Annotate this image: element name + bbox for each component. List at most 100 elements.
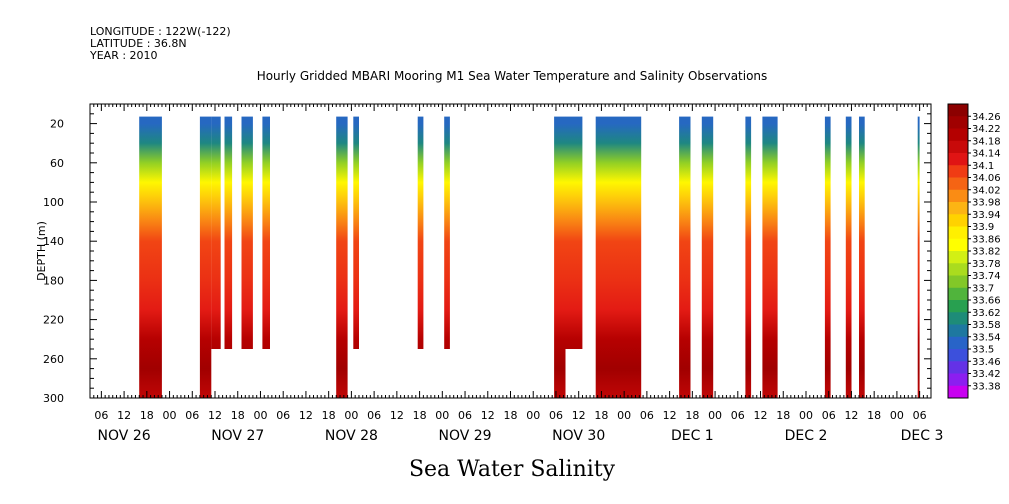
y-tick-label: 300 [43, 392, 64, 405]
x-tick-label: 00 [890, 409, 904, 422]
x-tick-label: 12 [572, 409, 586, 422]
observation-column [745, 116, 752, 398]
observation-columns [139, 116, 920, 398]
y-axis-label: DEPTH (m) [35, 221, 48, 281]
colorbar-label: 33.46 [972, 357, 1001, 368]
x-tick-label: 06 [822, 409, 836, 422]
observation-column [336, 116, 348, 398]
x-day-label: NOV 28 [325, 428, 378, 444]
colorbar-swatch [948, 336, 968, 350]
colorbar-label: 33.5 [972, 345, 994, 356]
colorbar-label: 33.86 [972, 234, 1001, 245]
observation-column [199, 116, 212, 398]
observation-column [417, 116, 424, 349]
colorbar-label: 33.42 [972, 369, 1001, 380]
colorbar-swatch [948, 361, 968, 374]
colorbar-label: 34.18 [972, 136, 1001, 147]
observation-column [845, 116, 852, 398]
x-tick-label: 00 [799, 409, 813, 422]
colorbar-label: 33.98 [972, 198, 1001, 209]
x-tick-label: 12 [663, 409, 677, 422]
colorbar-swatch [948, 177, 968, 191]
y-tick-label: 180 [43, 274, 64, 287]
x-tick-label: 06 [276, 409, 290, 422]
x-tick-label: 18 [322, 409, 336, 422]
x-tick-label: 12 [299, 409, 313, 422]
x-tick-label: 06 [731, 409, 745, 422]
x-tick-label: 00 [526, 409, 540, 422]
x-tick-label: 00 [435, 409, 449, 422]
x-tick-label: 18 [413, 409, 427, 422]
y-tick-label: 60 [50, 157, 64, 170]
x-tick-label: 18 [685, 409, 699, 422]
colorbar-label: 33.54 [972, 332, 1001, 343]
colorbar-label: 34.02 [972, 185, 1001, 196]
colorbar-swatch [948, 238, 968, 252]
x-tick-label: 00 [344, 409, 358, 422]
observation-column [824, 116, 831, 398]
x-day-label: DEC 3 [901, 428, 944, 444]
y-tick-label: 220 [43, 314, 64, 327]
colorbar-swatch [948, 202, 968, 215]
plot-frame [89, 103, 932, 399]
x-tick-label: 18 [504, 409, 518, 422]
colorbar-swatch [948, 300, 968, 313]
chart-title: Hourly Gridded MBARI Mooring M1 Sea Wate… [257, 69, 768, 83]
x-tick-label: 06 [367, 409, 381, 422]
x-tick-label: 00 [617, 409, 631, 422]
x-tick-label: 12 [844, 409, 858, 422]
latitude-label: LATITUDE : 36.8N [90, 37, 187, 50]
colorbar-label: 33.9 [972, 222, 994, 233]
x-day-label: NOV 30 [552, 428, 605, 444]
colorbar-swatch [948, 226, 968, 240]
colorbar-swatch [948, 116, 968, 129]
colorbar-label: 34.14 [972, 149, 1001, 160]
x-tick-label: 18 [140, 409, 154, 422]
x-tick-label: 12 [208, 409, 222, 422]
observation-column [211, 116, 221, 349]
colorbar-swatch [948, 214, 968, 227]
x-tick-label: 12 [390, 409, 404, 422]
colorbar-label: 33.66 [972, 296, 1001, 307]
x-tick-label: 06 [185, 409, 199, 422]
x-tick-label: 12 [481, 409, 495, 422]
colorbar-swatch [948, 140, 968, 154]
x-day-label: NOV 27 [211, 428, 264, 444]
x-tick-label: 06 [640, 409, 654, 422]
x-day-label: NOV 29 [438, 428, 491, 444]
observation-column [565, 116, 583, 349]
x-tick-label: 06 [913, 409, 927, 422]
colorbar-swatch [948, 251, 968, 264]
colorbar-swatch [948, 349, 968, 362]
colorbar-swatch [948, 324, 968, 338]
observation-column [139, 116, 162, 398]
colorbar-label: 33.94 [972, 210, 1001, 221]
colorbar-swatch [948, 385, 968, 399]
colorbar-swatch [948, 153, 968, 166]
x-day-label: DEC 2 [785, 428, 828, 444]
observation-column [241, 116, 253, 349]
x-tick-label: 00 [253, 409, 267, 422]
x-tick-label: 12 [754, 409, 768, 422]
x-tick-label: 00 [163, 409, 177, 422]
observation-column [762, 116, 778, 398]
colorbar-label: 33.58 [972, 320, 1001, 331]
observation-column [859, 116, 865, 398]
y-tick-label: 140 [43, 235, 64, 248]
x-tick-label: 06 [94, 409, 108, 422]
y-tick-label: 260 [43, 353, 64, 366]
observation-column [224, 116, 233, 349]
colorbar-label: 34.26 [972, 112, 1001, 123]
colorbar-label: 33.82 [972, 247, 1001, 258]
observation-column [353, 116, 359, 349]
y-tick-label: 100 [43, 196, 64, 209]
colorbar-swatch [948, 275, 968, 289]
x-day-label: NOV 26 [98, 428, 151, 444]
colorbar-swatch [948, 104, 968, 117]
colorbar-label: 33.7 [972, 283, 994, 294]
year-label: YEAR : 2010 [89, 49, 158, 62]
colorbar-label: 34.1 [972, 161, 994, 172]
x-tick-label: 18 [594, 409, 608, 422]
x-tick-label: 18 [867, 409, 881, 422]
y-tick-label: 20 [50, 118, 64, 131]
